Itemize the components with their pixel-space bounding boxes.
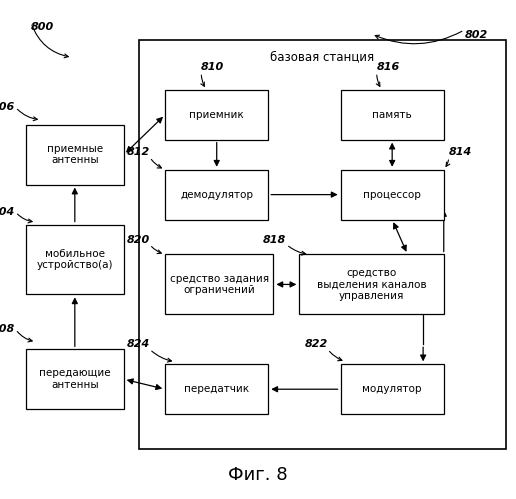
Text: память: память [372, 110, 412, 120]
Text: 810: 810 [201, 62, 224, 72]
Text: 816: 816 [377, 62, 400, 72]
FancyBboxPatch shape [299, 254, 444, 314]
FancyBboxPatch shape [341, 364, 444, 414]
Text: приемные
антенны: приемные антенны [47, 144, 103, 166]
FancyBboxPatch shape [139, 40, 506, 449]
Text: 822: 822 [304, 339, 328, 349]
FancyBboxPatch shape [165, 90, 268, 140]
Text: 804: 804 [0, 207, 15, 217]
Text: 818: 818 [263, 235, 286, 245]
Text: 806: 806 [0, 102, 15, 112]
Text: 800: 800 [31, 22, 54, 32]
Text: 820: 820 [126, 235, 150, 245]
Text: 808: 808 [0, 324, 15, 334]
Text: процессор: процессор [363, 190, 421, 200]
Text: базовая станция: базовая станция [270, 50, 375, 63]
FancyBboxPatch shape [341, 90, 444, 140]
Text: демодулятор: демодулятор [180, 190, 253, 200]
FancyBboxPatch shape [165, 170, 268, 220]
Text: Фиг. 8: Фиг. 8 [228, 466, 288, 484]
FancyBboxPatch shape [165, 254, 273, 314]
Text: передатчик: передатчик [184, 384, 249, 394]
Text: 814: 814 [449, 147, 472, 157]
Text: модулятор: модулятор [362, 384, 422, 394]
Text: приемник: приемник [189, 110, 244, 120]
FancyBboxPatch shape [165, 364, 268, 414]
Text: мобильное
устройство(а): мобильное устройство(а) [37, 249, 113, 270]
Text: 824: 824 [126, 339, 150, 349]
FancyBboxPatch shape [26, 349, 124, 409]
FancyBboxPatch shape [26, 125, 124, 185]
Text: передающие
антенны: передающие антенны [39, 368, 110, 390]
Text: 802: 802 [464, 30, 488, 40]
FancyBboxPatch shape [26, 225, 124, 294]
FancyBboxPatch shape [341, 170, 444, 220]
Text: средство
выделения каналов
управления: средство выделения каналов управления [317, 268, 426, 301]
Text: 812: 812 [126, 147, 150, 157]
Text: средство задания
ограничений: средство задания ограничений [170, 273, 269, 295]
